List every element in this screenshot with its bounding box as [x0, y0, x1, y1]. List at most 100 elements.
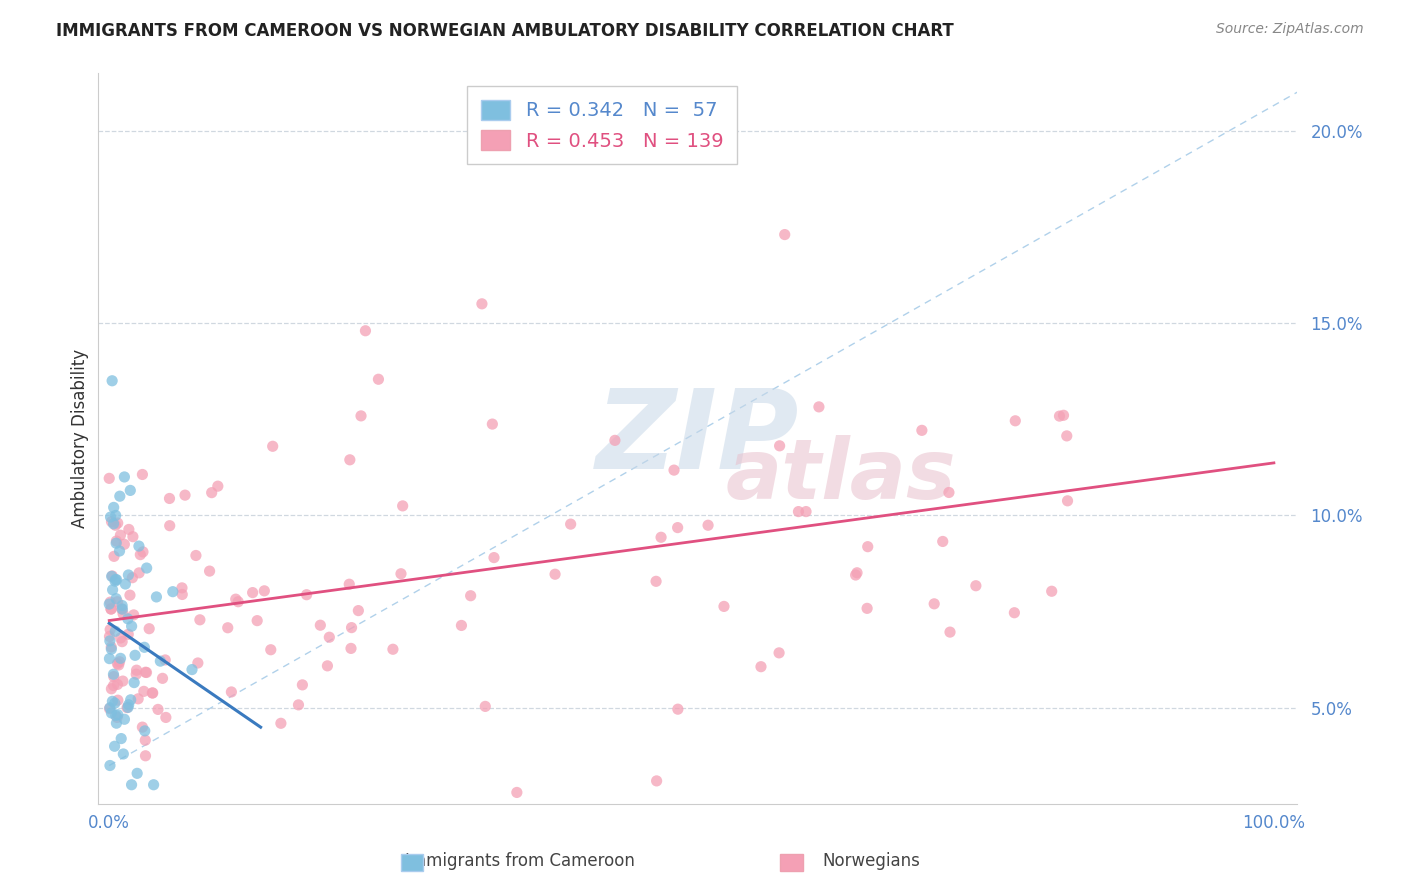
Point [117, 627, 139, 641]
Point [482, 550, 505, 565]
Point [316, 658, 339, 673]
Point [120, 483, 142, 498]
Point [181, 663, 204, 677]
Point [172, 587, 194, 601]
Point [145, 590, 167, 604]
Point [108, 655, 131, 669]
Point [98, 471, 121, 485]
Point [105, 716, 128, 731]
Point [159, 518, 181, 533]
Point [104, 518, 127, 533]
Point [481, 417, 503, 431]
Point [111, 634, 134, 648]
Point [381, 642, 404, 657]
Point [122, 675, 145, 690]
Y-axis label: Ambulatory Disability: Ambulatory Disability [72, 349, 89, 528]
Point [103, 679, 125, 693]
Text: Immigrants from Cameroon: Immigrants from Cameroon [405, 852, 636, 870]
Point [103, 516, 125, 531]
Point [1049, 409, 1071, 423]
Point [217, 621, 239, 635]
Point [117, 612, 139, 626]
Point [104, 573, 127, 587]
Point [111, 602, 134, 616]
Point [104, 708, 127, 723]
Point [174, 488, 197, 502]
Point [132, 545, 155, 559]
Point [131, 720, 153, 734]
Point [107, 677, 129, 691]
Text: Norwegians: Norwegians [823, 852, 921, 870]
Point [100, 640, 122, 654]
Point [100, 510, 122, 524]
Point [117, 700, 139, 714]
Point [768, 439, 790, 453]
Point [645, 773, 668, 788]
Point [794, 505, 817, 519]
Point [129, 548, 152, 562]
Point [184, 549, 207, 563]
Point [100, 681, 122, 696]
Point [318, 630, 340, 644]
Point [142, 778, 165, 792]
Point [103, 549, 125, 564]
Point [391, 499, 413, 513]
Point [98, 700, 121, 714]
Point [100, 602, 122, 616]
Point [101, 694, 124, 708]
Point [108, 489, 131, 503]
Point [98, 629, 121, 643]
Point [121, 571, 143, 585]
Point [270, 716, 292, 731]
Point [340, 641, 363, 656]
Point [932, 534, 955, 549]
Point [105, 573, 128, 587]
Point [340, 621, 363, 635]
Point [100, 706, 122, 720]
Point [347, 604, 370, 618]
Point [105, 536, 128, 550]
Point [603, 434, 626, 448]
Point [287, 698, 309, 712]
Point [666, 520, 689, 534]
Text: atlas: atlas [725, 434, 956, 516]
Point [114, 712, 136, 726]
Point [350, 409, 373, 423]
Point [155, 653, 177, 667]
Point [104, 624, 127, 639]
Point [101, 569, 124, 583]
Point [103, 670, 125, 684]
Point [198, 564, 221, 578]
Point [260, 642, 283, 657]
Point [115, 700, 138, 714]
Point [114, 577, 136, 591]
Point [124, 648, 146, 663]
Point [127, 766, 149, 780]
Point [309, 618, 332, 632]
Point [108, 544, 131, 558]
Point [98, 758, 121, 772]
Point [1056, 429, 1078, 443]
Point [104, 739, 127, 754]
Point [112, 470, 135, 484]
Point [138, 622, 160, 636]
Point [98, 597, 121, 611]
Point [170, 581, 193, 595]
Point [856, 601, 879, 615]
Point [471, 297, 494, 311]
Point [846, 566, 869, 580]
Point [922, 597, 945, 611]
Point [107, 516, 129, 530]
Point [110, 631, 132, 645]
Point [450, 618, 472, 632]
Point [104, 508, 127, 523]
Point [134, 665, 156, 680]
Point [112, 747, 135, 761]
Point [354, 324, 377, 338]
Point [262, 439, 284, 453]
Point [134, 733, 156, 747]
Point [768, 646, 790, 660]
Point [697, 518, 720, 533]
Point [103, 500, 125, 515]
Point [389, 566, 412, 581]
